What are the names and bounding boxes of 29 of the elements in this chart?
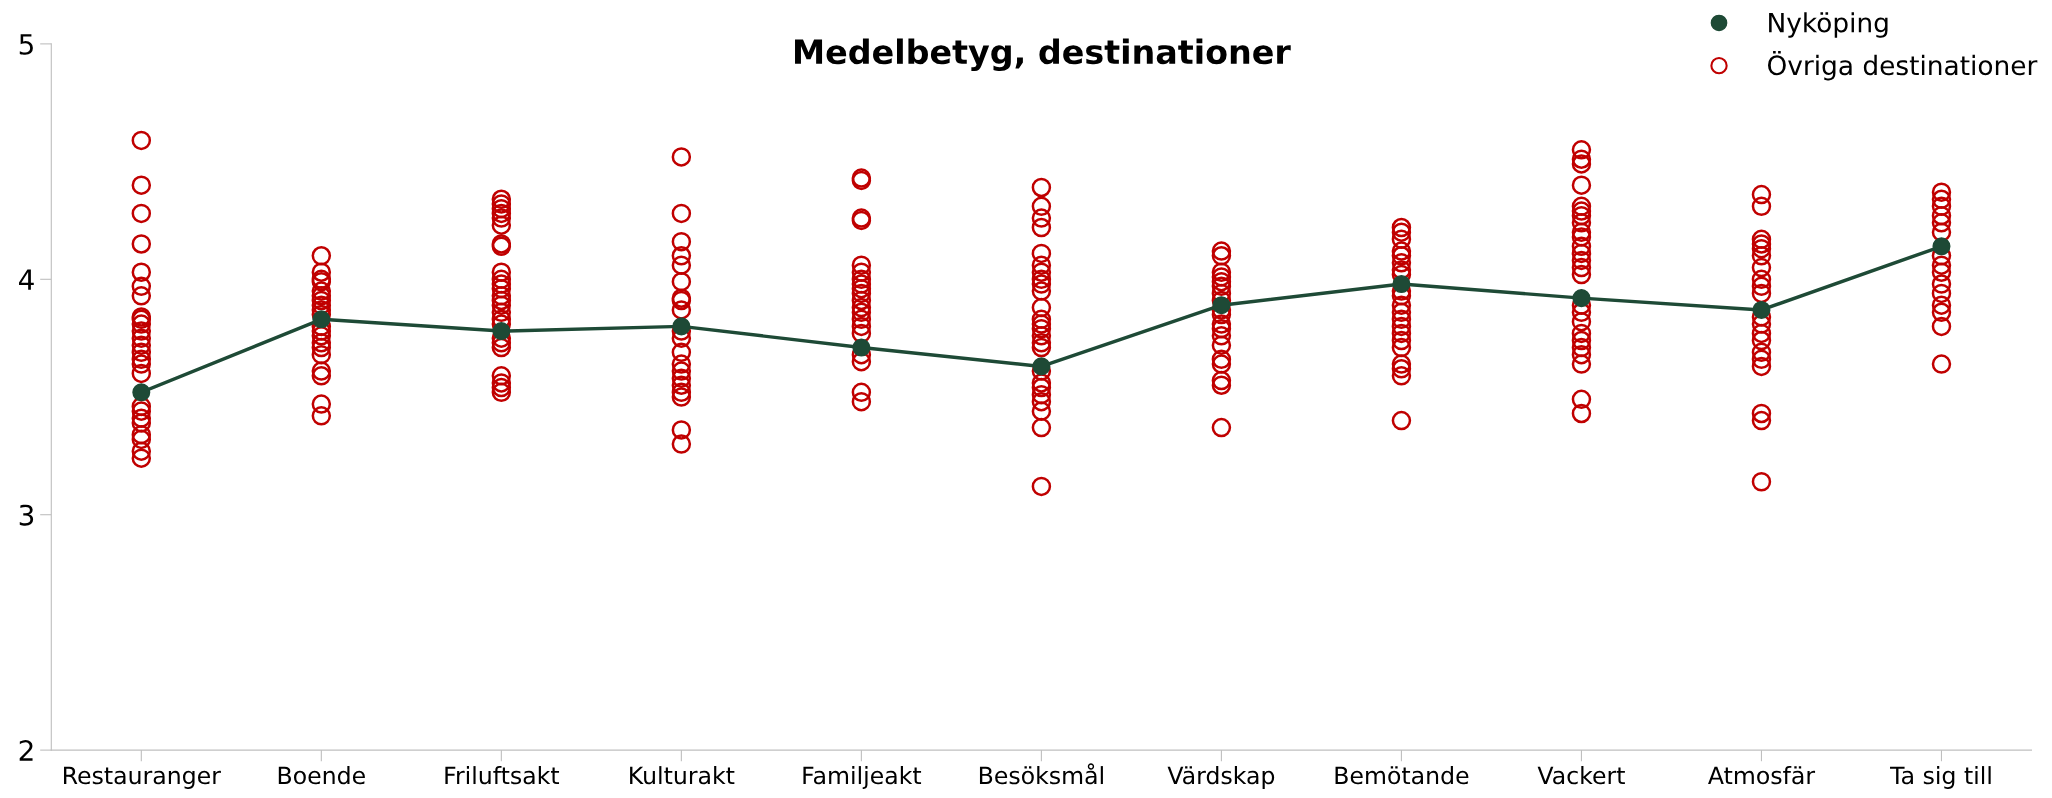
point bbox=[1752, 300, 1771, 319]
point bbox=[1032, 357, 1051, 376]
x-tick-label: Värdskap bbox=[1167, 766, 1275, 789]
x-tick-label: Restauranger bbox=[64, 766, 221, 789]
x-tick-label: Besöksmål bbox=[979, 763, 1103, 785]
point bbox=[492, 322, 511, 341]
y-tick-label: 3 bbox=[19, 504, 34, 526]
x-tick-label: Familjeakt bbox=[803, 766, 922, 789]
x-tick-label: Kulturakt bbox=[630, 766, 735, 785]
point bbox=[1392, 274, 1411, 294]
chart-title: Medelbetyg, destinationer bbox=[795, 38, 1291, 71]
point bbox=[852, 338, 871, 357]
point bbox=[312, 310, 331, 329]
y-tick-label: 5 bbox=[19, 34, 33, 55]
x-tick-label: Friluftsakt bbox=[445, 766, 560, 785]
legend-label: Nyköping bbox=[1769, 12, 1888, 38]
point bbox=[132, 383, 151, 402]
x-tick-label: Bemötande bbox=[1335, 766, 1469, 785]
y-tick-label: 2 bbox=[19, 740, 33, 761]
point bbox=[1212, 296, 1231, 315]
point bbox=[672, 317, 691, 336]
point bbox=[1932, 237, 1951, 256]
legend-label: Övriga destinationer bbox=[1768, 50, 2038, 81]
x-tick-label: Ta sig till bbox=[1890, 766, 1991, 789]
x-tick-label: Boende bbox=[278, 766, 365, 785]
point bbox=[1572, 289, 1591, 308]
y-tick-label: 4 bbox=[19, 269, 34, 290]
x-tick-label: Atmosfär bbox=[1708, 766, 1816, 785]
x-tick-label: Vackert bbox=[1537, 766, 1625, 785]
